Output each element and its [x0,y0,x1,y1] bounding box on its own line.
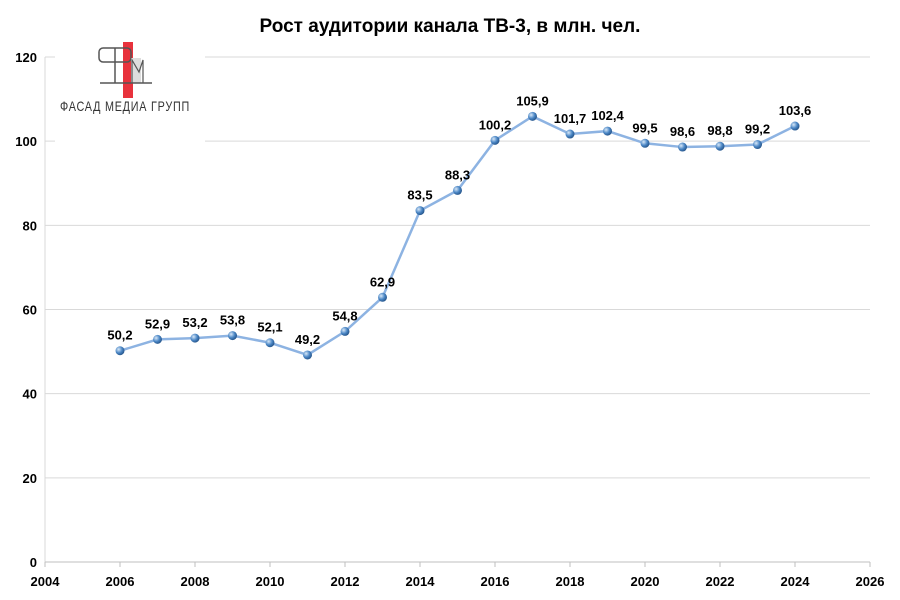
data-point [715,141,725,151]
x-tick-label: 2018 [556,574,585,589]
data-label: 83,5 [407,188,432,203]
data-point [640,138,650,148]
data-label: 100,2 [479,117,512,132]
data-label: 52,1 [257,320,282,335]
y-tick-label: 120 [15,50,37,65]
logo: ФАСАД МЕДИА ГРУПП [55,38,205,153]
data-label: 62,9 [370,274,395,289]
data-point [378,292,387,302]
data-point [340,326,350,336]
data-point [228,331,237,341]
data-point [453,185,462,195]
data-point [190,333,200,343]
data-point [115,346,125,356]
data-point [415,206,425,216]
data-point [678,142,687,152]
data-label: 49,2 [295,332,320,347]
data-point [603,126,612,136]
data-label: 105,9 [516,93,549,108]
y-tick-label: 20 [23,471,37,486]
x-tick-label: 2012 [331,574,360,589]
data-label: 53,8 [220,313,245,328]
y-tick-label: 100 [15,134,37,149]
y-tick-label: 0 [30,555,37,570]
data-label: 99,5 [632,120,657,135]
data-label: 88,3 [445,167,470,182]
data-point [528,111,537,121]
x-tick-label: 2010 [256,574,285,589]
data-label: 98,6 [670,124,695,139]
x-tick-label: 2016 [481,574,510,589]
x-tick-label: 2026 [856,574,885,589]
data-point [153,334,162,344]
x-tick-label: 2004 [31,574,61,589]
data-point [303,350,312,360]
data-point [565,129,575,139]
data-label: 52,9 [145,316,170,331]
data-point [490,135,500,145]
y-tick-label: 80 [23,218,37,233]
data-point [753,140,762,150]
data-label: 54,8 [332,308,357,323]
y-tick-label: 60 [23,303,37,318]
x-tick-label: 2024 [781,574,811,589]
data-label: 102,4 [591,108,624,123]
data-point [790,121,800,131]
data-point [265,338,275,348]
svg-text:ФАСАД МЕДИА ГРУПП: ФАСАД МЕДИА ГРУПП [60,98,190,114]
data-label: 101,7 [554,111,587,126]
data-label: 53,2 [182,315,207,330]
data-label: 50,2 [107,328,132,343]
x-tick-label: 2014 [406,574,436,589]
x-tick-label: 2022 [706,574,735,589]
data-label: 98,8 [707,123,732,138]
chart-title: Рост аудитории канала ТВ-3, в млн. чел. [260,16,641,37]
x-tick-label: 2006 [106,574,135,589]
x-tick-label: 2008 [181,574,210,589]
y-tick-label: 40 [23,387,37,402]
data-label: 99,2 [745,122,770,137]
data-label: 103,6 [779,103,812,118]
x-tick-label: 2020 [631,574,660,589]
